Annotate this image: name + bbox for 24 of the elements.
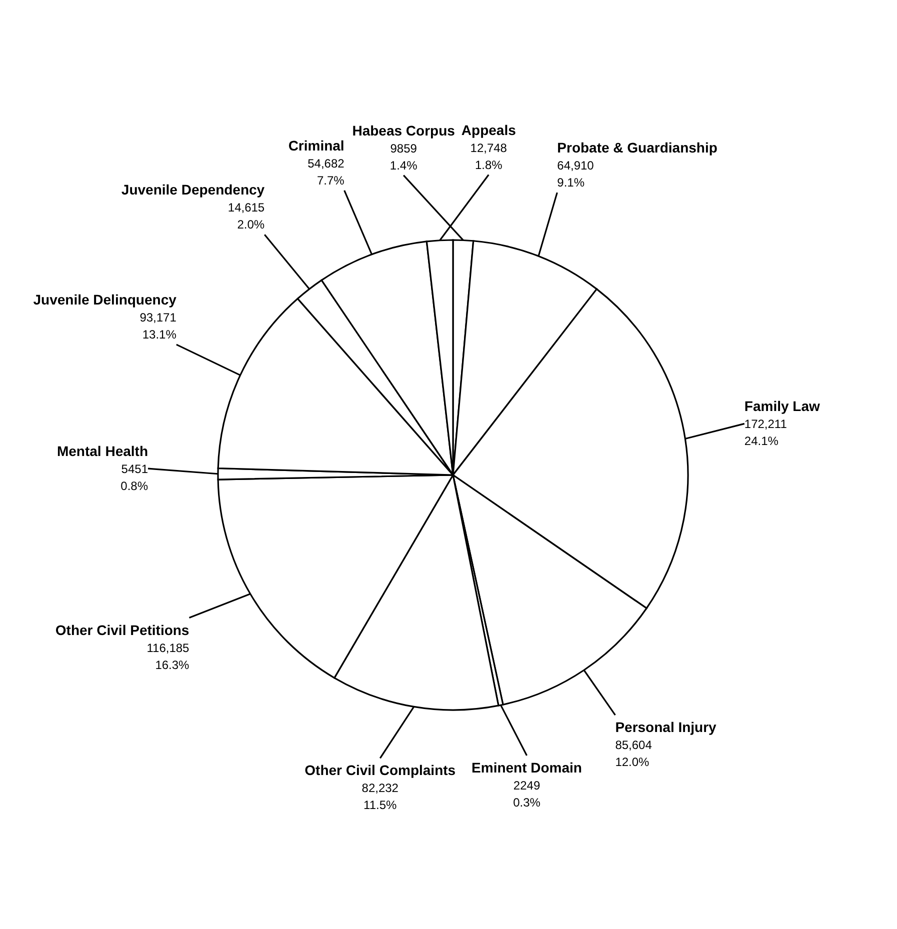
slice-label: Personal Injury (615, 719, 717, 736)
slice-label: Probate & Guardianship (557, 140, 718, 156)
slice-label: Other Civil Complaints (304, 762, 456, 778)
data-label: 54,682 7.7% (308, 156, 345, 188)
data-label: 172,211 24.1% (744, 417, 788, 448)
slice-label: Family Law (744, 398, 820, 414)
data-label: 2249 0.3% (513, 778, 541, 810)
slice-label: Appeals (461, 122, 516, 138)
data-label: 14,615 2.0% (228, 200, 265, 232)
slice-label: Other Civil Petitions (55, 622, 190, 638)
slice-label: Juvenile Dependency (121, 182, 265, 198)
data-label: 116,185 16.3% (146, 640, 190, 672)
slice-label: Mental Health (56, 443, 148, 460)
slice-label: Eminent Domain (472, 759, 582, 776)
data-label: 82,232 11.5% (362, 781, 399, 812)
data-label: 12,748 1.8% (470, 140, 508, 172)
slice-label: Criminal (288, 137, 344, 154)
data-label: 93,171 13.1% (140, 310, 177, 342)
data-label: 64,910 9.1% (557, 158, 594, 190)
data-label: 9859 1.4% (390, 141, 418, 172)
slice-label: Habeas Corpus (352, 122, 456, 138)
slice-label: Juvenile Delinquency (33, 292, 177, 308)
data-label: 5451 0.8% (120, 462, 148, 494)
data-label: 85,604 12.0% (615, 738, 652, 770)
